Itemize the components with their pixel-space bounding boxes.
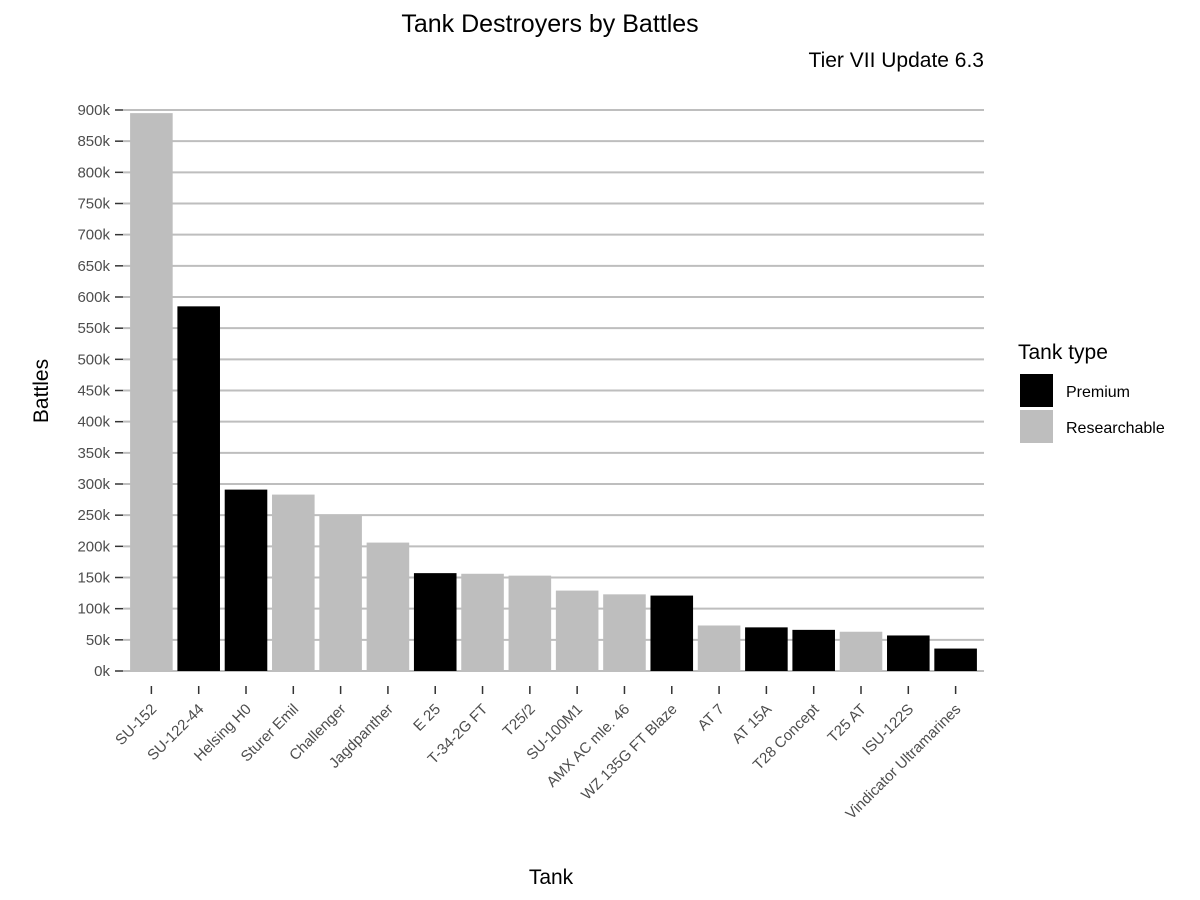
bar	[461, 573, 504, 671]
bar	[224, 489, 268, 671]
legend: Tank type Premium Researchable	[1018, 341, 1165, 443]
x-tick-label: AT 15A	[729, 701, 775, 747]
bar	[839, 631, 883, 671]
y-tick-label: 600k	[77, 289, 110, 306]
x-tick-label: SU-152	[112, 701, 160, 749]
y-axis-title: Battles	[30, 359, 53, 423]
y-tick-label: 900k	[77, 102, 110, 119]
y-tick-label: 400k	[77, 414, 110, 431]
bars	[130, 113, 977, 671]
y-tick-label: 450k	[77, 383, 110, 400]
x-tick-label: E 25	[410, 701, 444, 735]
y-tick-label: 700k	[77, 227, 110, 244]
legend-label-researchable: Researchable	[1066, 420, 1165, 437]
bar	[413, 573, 457, 671]
y-tick-label: 100k	[77, 601, 110, 618]
y-tick-label: 350k	[77, 445, 110, 462]
x-tick-label: T25/2	[500, 701, 539, 740]
y-tick-label: 250k	[77, 507, 110, 524]
bar	[603, 594, 646, 671]
y-tick-label: 50k	[86, 632, 111, 649]
bar	[745, 627, 788, 671]
legend-swatch-premium	[1020, 374, 1053, 407]
bar	[555, 590, 599, 671]
legend-label-premium: Premium	[1066, 384, 1130, 401]
bar	[177, 306, 220, 671]
chart-subtitle: Tier VII Update 6.3	[809, 49, 984, 72]
bar	[934, 648, 977, 671]
y-tick-label: 650k	[77, 258, 110, 275]
y-axis: 0k 50k 100k 150k 200k 250k 300k 350k 400k 450k 500…	[77, 102, 123, 680]
y-tick-label: 800k	[77, 164, 110, 181]
bar	[130, 113, 173, 671]
y-tick-label: 150k	[77, 570, 110, 587]
y-tick-label: 0k	[94, 663, 110, 680]
bar	[366, 542, 410, 671]
x-tick-label: AT 7	[694, 701, 727, 734]
legend-title: Tank type	[1018, 341, 1108, 364]
y-tick-label: 200k	[77, 538, 110, 555]
y-tick-label: 500k	[77, 351, 110, 368]
x-tick-label: T25 AT	[824, 701, 869, 746]
y-tick-label: 850k	[77, 133, 110, 150]
bar	[650, 595, 694, 671]
chart-title: Tank Destroyers by Battles	[401, 10, 698, 38]
bar	[887, 635, 930, 671]
legend-swatch-researchable	[1020, 410, 1053, 443]
x-tick-label: AMX AC mle. 46	[543, 701, 633, 791]
y-tick-label: 550k	[77, 320, 110, 337]
y-tick-label: 300k	[77, 476, 110, 493]
bar	[792, 629, 835, 671]
bar	[508, 575, 552, 671]
bar	[697, 625, 741, 671]
y-tick-label: 750k	[77, 196, 110, 213]
bar	[319, 515, 362, 671]
bar	[272, 494, 315, 671]
x-axis-title: Tank	[529, 866, 574, 889]
